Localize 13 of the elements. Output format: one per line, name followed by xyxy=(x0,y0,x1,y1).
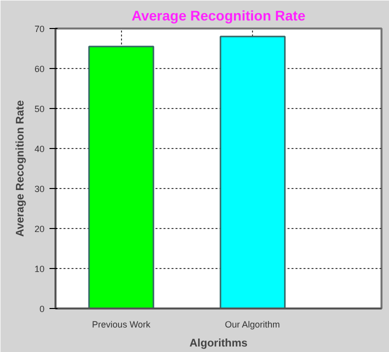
x-tick-label: Previous Work xyxy=(92,320,151,330)
chart-title: Average Recognition Rate xyxy=(132,8,306,24)
y-tick-label: 70 xyxy=(34,24,45,34)
y-tick-label: 40 xyxy=(34,144,45,154)
x-tick-label: Our Algorithm xyxy=(224,320,280,330)
y-tick-label: 30 xyxy=(34,184,45,194)
y-tick-label: 50 xyxy=(34,104,45,114)
y-tick-label: 0 xyxy=(39,304,45,314)
y-axis-title: Average Recognition Rate xyxy=(14,100,26,237)
y-tick-label: 60 xyxy=(34,64,45,74)
y-tick-label: 20 xyxy=(34,224,45,234)
y-tick-label: 10 xyxy=(34,264,45,274)
x-axis-title: Algorithms xyxy=(189,338,248,350)
